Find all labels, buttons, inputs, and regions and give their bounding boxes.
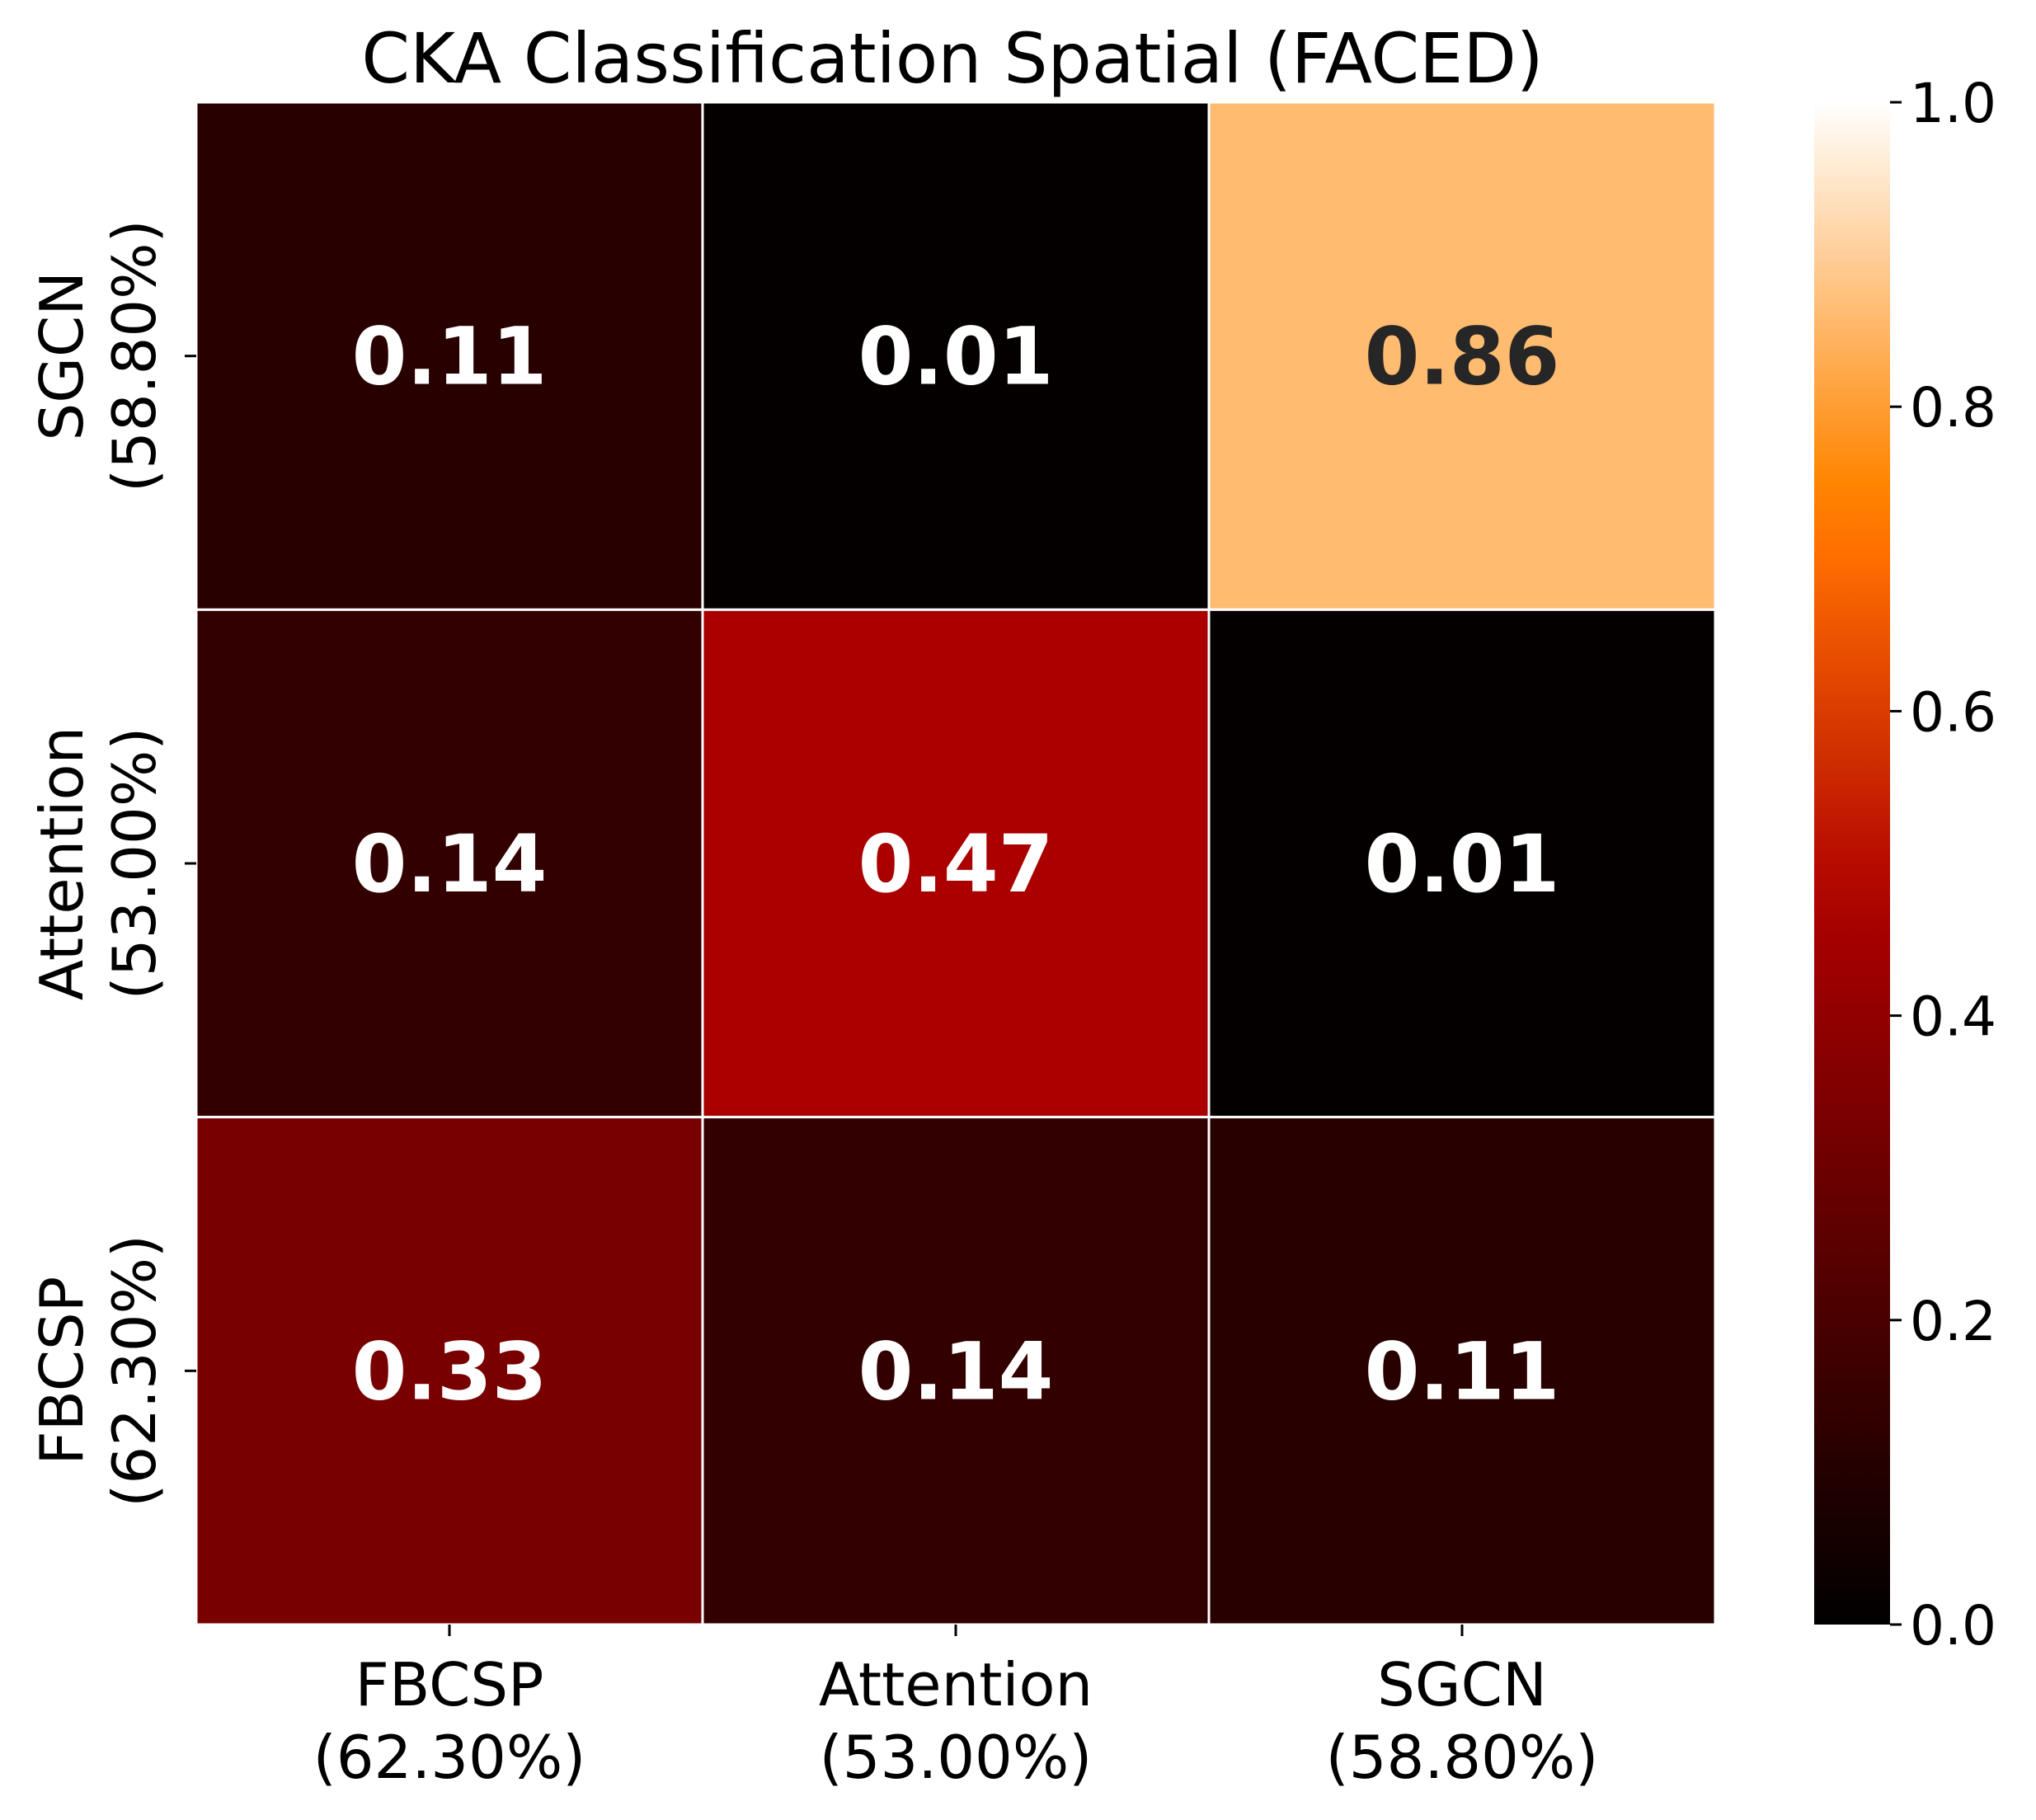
heatmap-cell (701, 1116, 1211, 1626)
x-tick-label: Attention (819, 1650, 1093, 1719)
y-tick-label: SGCN (27, 271, 96, 441)
colorbar-tick-label: 0.2 (1910, 1290, 1996, 1353)
cell-value-labels: 0.11 0.01 0.86 0.14 0.47 0.01 0.33 0.14 0.11 (352, 311, 1560, 1418)
x-tick-label: (58.80%) (1326, 1723, 1599, 1792)
colorbar-tick-label: 0.8 (1910, 376, 1996, 440)
y-tick-label: (62.30%) (100, 1234, 169, 1507)
chart-title: CKA Classification Spatial (FACED) (361, 18, 1543, 99)
cell-value-label: 0.33 (352, 1325, 548, 1418)
colorbar-gradient (1814, 102, 1890, 1625)
heatmap-cell (701, 101, 1211, 611)
x-tick-label: SGCN (1377, 1650, 1547, 1719)
heatmap-cell (701, 608, 1211, 1119)
cell-value-label: 0.14 (352, 818, 548, 910)
heatmap-cell (195, 1116, 704, 1626)
colorbar-tick-label: 1.0 (1910, 72, 1996, 135)
cell-value-label: 0.86 (1365, 311, 1560, 403)
heatmap-cell (195, 101, 704, 611)
colorbar-tick-label: 0.6 (1910, 680, 1996, 744)
y-tick-label: (53.00%) (100, 727, 169, 1000)
cell-value-label: 0.47 (858, 818, 1054, 910)
heatmap-cell (195, 608, 704, 1119)
x-tick-label: (62.30%) (313, 1723, 586, 1792)
colorbar: 0.0 0.2 0.4 0.6 0.8 1.0 (1814, 72, 1996, 1658)
x-axis: FBCSP(62.30%) Attention(53.00%) SGCN(58.80… (313, 1625, 1599, 1792)
y-tick-label: FBCSP (27, 1277, 96, 1465)
colorbar-tick-label: 0.0 (1910, 1594, 1996, 1658)
x-tick-label: (53.00%) (820, 1723, 1093, 1792)
heatmap-cell (1207, 608, 1717, 1119)
cell-value-label: 0.11 (352, 311, 548, 403)
y-tick-label: (58.80%) (100, 219, 169, 492)
heatmap-cells (195, 101, 1717, 1626)
cell-value-label: 0.14 (858, 1325, 1054, 1418)
x-tick-label: FBCSP (355, 1650, 544, 1719)
colorbar-tick-label: 0.4 (1910, 985, 1996, 1049)
heatmap-cell (1207, 101, 1717, 611)
cell-value-label: 0.01 (1365, 818, 1560, 910)
y-tick-label: Attention (27, 727, 96, 1000)
cell-value-label: 0.01 (858, 311, 1054, 403)
y-axis: SGCN (58.80%) Attention (53.00%) FBCSP (62.30… (27, 219, 196, 1507)
cell-value-label: 0.11 (1365, 1325, 1560, 1418)
